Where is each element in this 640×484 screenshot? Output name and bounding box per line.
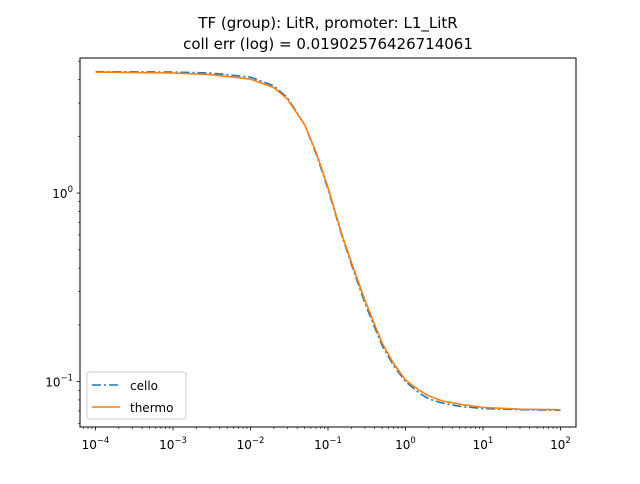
y-tick-label: 10−1 xyxy=(45,374,73,390)
series-line-thermo xyxy=(95,71,561,411)
plot-area xyxy=(80,58,576,427)
x-tick-label: 10−2 xyxy=(237,436,265,452)
chart-title: TF (group): LitR, promoter: L1_LitR xyxy=(197,14,457,33)
y-tick-label: 100 xyxy=(52,185,73,201)
legend: cello thermo xyxy=(86,371,187,420)
x-tick-label: 10−4 xyxy=(82,436,110,452)
x-tick-label: 10−3 xyxy=(159,436,187,452)
x-tick-label: 101 xyxy=(473,436,494,452)
x-tick-label: 100 xyxy=(395,436,416,452)
chart-subtitle: coll err (log) = 0.01902576426714061 xyxy=(183,35,473,53)
legend-label-cello: cello xyxy=(130,379,158,393)
x-tick-label: 102 xyxy=(550,436,571,452)
legend-label-thermo: thermo xyxy=(130,401,173,415)
x-tick-label: 10−1 xyxy=(314,436,342,452)
series-line-cello xyxy=(95,70,561,412)
y-axis: 10−1 100 xyxy=(45,60,80,424)
x-axis: 10−4 10−3 10−2 10−1 100 101 102 xyxy=(82,427,571,452)
series-layer xyxy=(95,70,561,412)
